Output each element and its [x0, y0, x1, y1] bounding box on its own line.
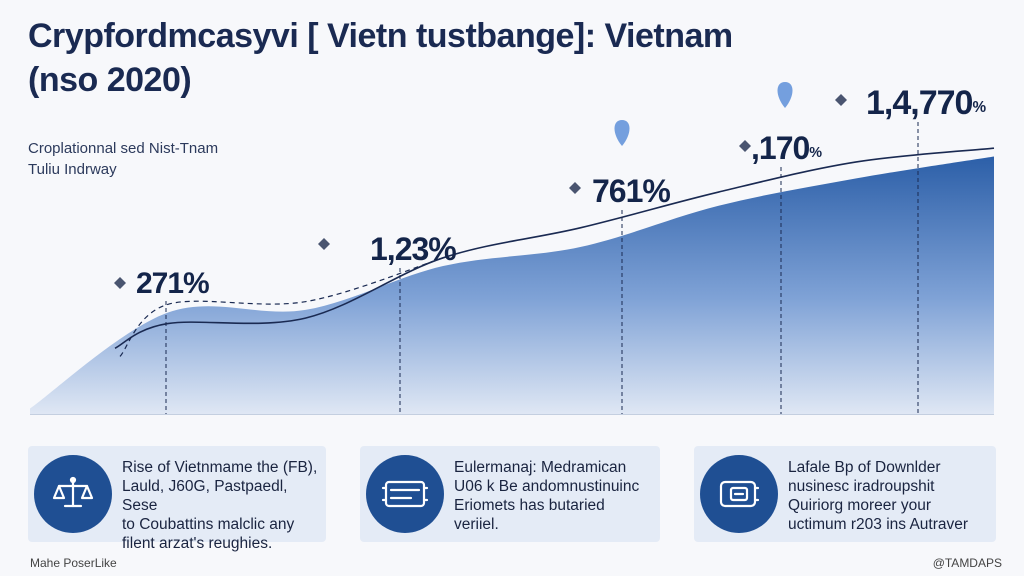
diamond-marker [739, 140, 751, 152]
page-title: Crypfordmcasyvi [ Vietn tustbange]: Viet… [28, 14, 733, 102]
title-line-1: Crypfordmcasyvi [ Vietn tustbange]: Viet… [28, 17, 733, 55]
trend-dashed-series [119, 257, 444, 357]
card-text: Lafale Bp of Downlder nusinesc iradroups… [788, 458, 988, 534]
data-label: 271% [136, 267, 209, 300]
card-icon-circle [366, 455, 444, 533]
subtitle-line-1: Croplationnal sed Nist-Tnam [28, 140, 219, 157]
wallet-icon [719, 480, 760, 508]
diamond-marker [318, 238, 330, 250]
scale-icon [52, 476, 94, 508]
data-label: 1,23% [370, 231, 456, 267]
data-label-suffix: % [972, 99, 986, 116]
subtitle: Croplationnal sed Nist-Tnam Tuliu Indrwa… [28, 138, 218, 180]
title-line-2: (nso 2020) [28, 61, 192, 99]
diamond-marker [835, 94, 847, 106]
card-line: nusinesc iradroupshit [788, 478, 935, 495]
area-series-fill [30, 156, 994, 414]
trend-line-series [114, 147, 995, 349]
card-line: U06 k Be andomnustinuinc [454, 478, 640, 495]
diamond-marker [569, 182, 581, 194]
pin-marker [777, 82, 793, 108]
card-line: Lauld, J60G, Pastpaedl, Sese [122, 478, 288, 514]
card-line: to Coubattins malclic any [122, 516, 295, 533]
data-label: 1,4,770% [866, 84, 986, 122]
data-label: 761% [592, 173, 670, 209]
card-text: Eulermanaj: Medramican U06 k Be andomnus… [454, 458, 652, 534]
card-line: Lafale Bp of Downlder [788, 459, 941, 476]
card-icon-circle [700, 455, 778, 533]
pin-icon [777, 82, 793, 108]
card-line: veriiel. [454, 516, 499, 533]
card-line: uctimum r203 ins Autraver [788, 516, 969, 533]
card-line: Quiriorg moreer your [788, 497, 931, 514]
subtitle-line-2: Tuliu Indrway [28, 161, 117, 178]
pin-icon [614, 120, 630, 146]
card-line: Eulermanaj: Medramican [454, 459, 627, 476]
footer-handle: @TAMDAPS [932, 556, 1002, 570]
card-line: Rise of Vietnmame the (FB), [122, 459, 318, 476]
pin-marker [614, 120, 630, 146]
card-text: Rise of Vietnmame the (FB), Lauld, J60G,… [122, 458, 318, 553]
info-card-1: Rise of Vietnmame the (FB), Lauld, J60G,… [28, 446, 326, 552]
card-icon-circle [34, 455, 112, 533]
card-line: filent arzat's reughies. [122, 535, 273, 552]
diamond-marker [114, 277, 126, 289]
info-card-3: Lafale Bp of Downlder nusinesc iradroups… [694, 446, 996, 542]
device-icon [381, 480, 429, 508]
card-line: Eriomets has butaried [454, 497, 605, 514]
info-card-2: Eulermanaj: Medramican U06 k Be andomnus… [360, 446, 660, 542]
data-label-suffix: % [809, 145, 822, 161]
footer-credit: Mahe PoserLike [30, 556, 117, 570]
info-cards: Rise of Vietnmame the (FB), Lauld, J60G,… [28, 446, 996, 552]
data-label: ,170% [751, 130, 822, 166]
growth-chart: 271% 1,23% 761% ,170% 1,4,770% [30, 82, 995, 415]
